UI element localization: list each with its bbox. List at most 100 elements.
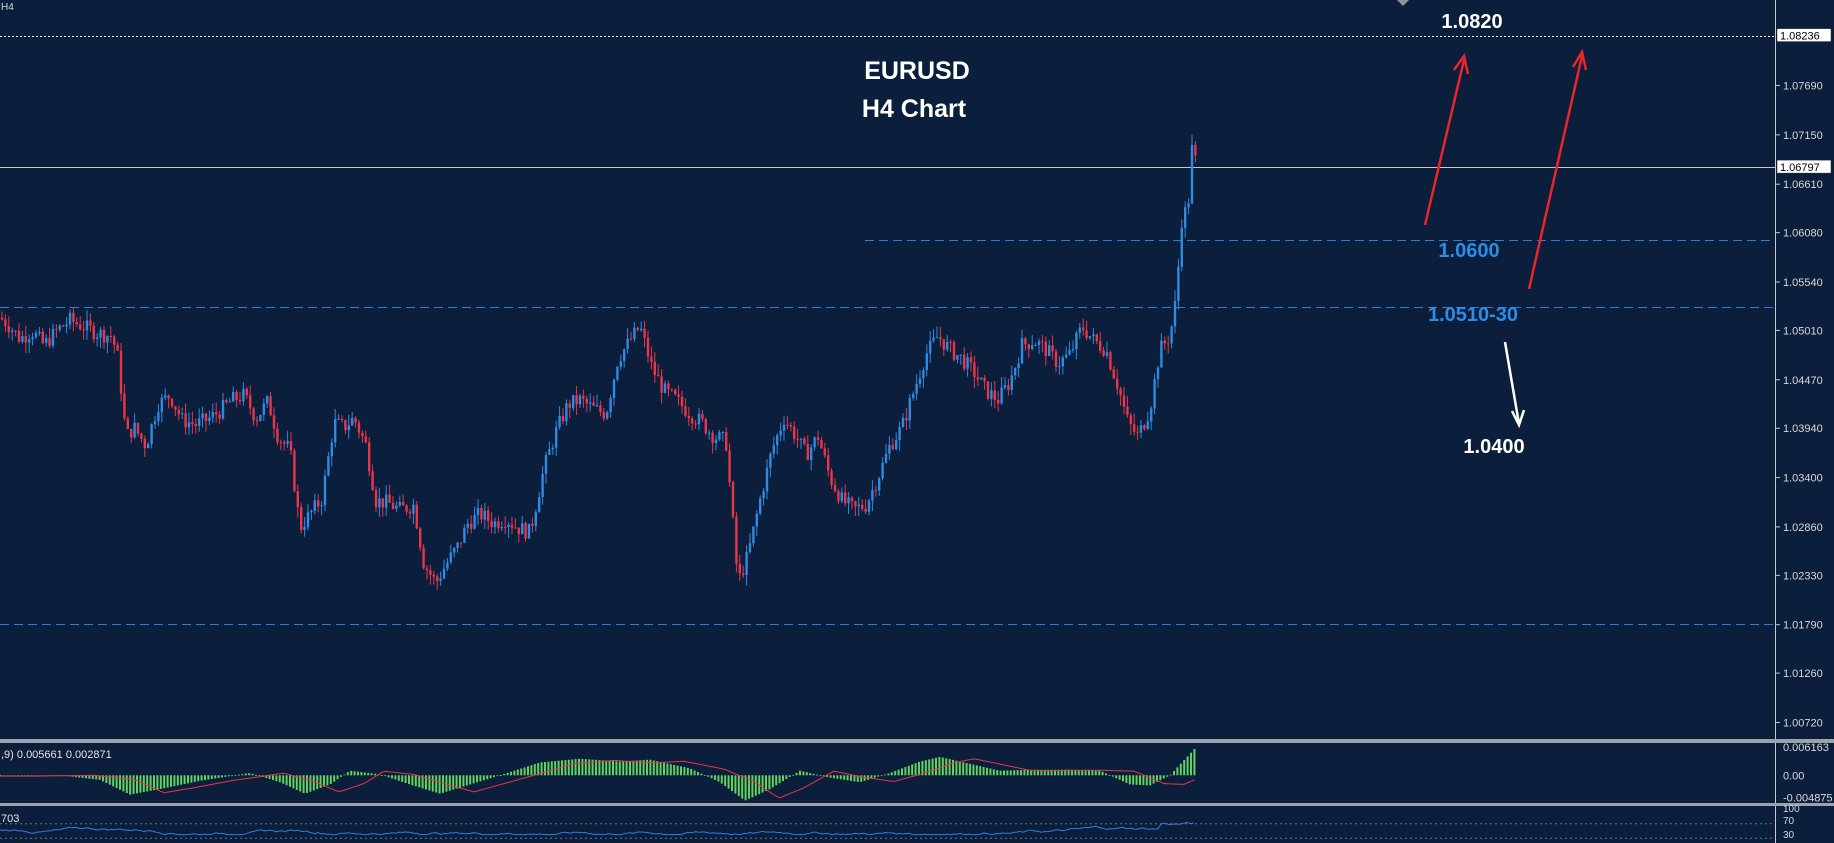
macd-bar	[510, 771, 512, 776]
macd-bar	[516, 769, 519, 776]
macd-bar	[618, 761, 621, 776]
candle-body	[388, 494, 391, 503]
candle-body	[840, 492, 843, 502]
candle-body	[929, 340, 932, 354]
candle-body	[925, 353, 928, 371]
candle-body	[697, 413, 701, 425]
macd-bar	[370, 773, 373, 776]
rsi-polyline	[0, 822, 1195, 836]
candle-body	[351, 417, 354, 426]
candle-body	[436, 576, 439, 582]
macd-bar	[615, 761, 618, 776]
macd-bar	[765, 775, 767, 791]
candle-body	[650, 356, 653, 362]
macd-bar	[482, 775, 485, 781]
candle-body	[888, 445, 891, 454]
candle-body	[79, 324, 82, 330]
macd-bar	[513, 770, 516, 776]
candle-body	[1007, 385, 1010, 390]
candle-body	[310, 510, 313, 513]
candle-body	[973, 362, 976, 378]
candle-body	[459, 542, 463, 544]
candle-body	[728, 450, 731, 483]
macd-tick-label: -0.004875	[1783, 793, 1833, 805]
macd-bar	[1145, 775, 1148, 786]
candle-body	[391, 502, 395, 509]
macd-bar	[588, 759, 591, 776]
candle-body	[626, 338, 629, 350]
macd-bar	[714, 775, 716, 780]
candle-body	[211, 411, 214, 418]
macd-bar	[421, 775, 424, 789]
macd-bar	[605, 760, 608, 776]
macd-bar	[244, 773, 247, 776]
macd-bar	[1030, 769, 1033, 776]
macd-label: ,9) 0.005661 0.002871	[1, 749, 112, 761]
macd-bar	[401, 775, 404, 782]
macd-bar	[81, 775, 84, 778]
candle-body	[1037, 341, 1041, 346]
candle-body	[820, 439, 823, 449]
candle-body	[602, 411, 605, 419]
macd-bar	[282, 775, 285, 784]
macd-bar	[1139, 775, 1141, 785]
candle-body	[1085, 330, 1088, 339]
candle-body	[327, 456, 330, 476]
macd-bar	[333, 775, 336, 782]
macd-bar	[642, 760, 645, 776]
price-axis: 1.07690 1.07150 1.06610 1.06080 1.05540 1.050…	[1775, 28, 1833, 841]
macd-bar	[853, 775, 856, 782]
macd-bar	[649, 759, 652, 776]
candle-body	[990, 390, 993, 399]
candle-body	[568, 403, 571, 408]
candle-body	[687, 415, 690, 419]
macd-bar	[149, 775, 152, 791]
arrow-up-long	[1527, 48, 1588, 290]
macd-bar	[170, 775, 172, 787]
macd-bar	[561, 760, 563, 776]
candle-body	[653, 361, 656, 375]
candle-body	[827, 455, 830, 471]
candle-body	[891, 445, 894, 450]
candle-body	[470, 523, 473, 529]
macd-bar	[877, 775, 880, 777]
macd-bar	[1179, 763, 1182, 776]
candle-body	[449, 552, 452, 563]
candle-body	[1167, 343, 1170, 345]
candle-body	[497, 521, 500, 529]
macd-bar	[724, 775, 727, 787]
candle-body	[599, 405, 602, 412]
candle-body	[1041, 341, 1044, 343]
candle-body	[473, 514, 476, 529]
macd-bar	[884, 774, 886, 776]
candle-body	[408, 511, 412, 514]
macd-bar	[775, 775, 778, 786]
candle-body	[735, 516, 738, 564]
candle-body	[1027, 344, 1030, 349]
macd-bar	[1006, 770, 1009, 776]
macd-bar	[411, 775, 414, 786]
macd-bar	[635, 760, 638, 776]
macd-bar	[652, 760, 655, 776]
rsi-tick-label: 100	[1783, 804, 1800, 815]
macd-bar	[1074, 769, 1077, 776]
candle-body	[245, 388, 248, 396]
candle-body	[1068, 350, 1071, 355]
macd-bar	[469, 775, 472, 785]
macd-bar	[999, 770, 1002, 776]
candle-body	[45, 338, 48, 343]
macd-bar	[734, 775, 737, 794]
candle-body	[986, 381, 990, 399]
candle-body	[1184, 207, 1187, 228]
macd-bar	[550, 761, 553, 776]
macd-bar	[316, 775, 319, 790]
macd-bar	[102, 775, 104, 782]
macd-bar	[924, 760, 927, 776]
candle-body	[1146, 421, 1149, 429]
macd-bar	[1122, 775, 1124, 782]
candle-body	[847, 497, 850, 504]
macd-bar	[656, 761, 659, 776]
candle-body	[694, 423, 697, 425]
macd-bar	[1050, 769, 1053, 776]
candle-body	[1126, 406, 1129, 416]
